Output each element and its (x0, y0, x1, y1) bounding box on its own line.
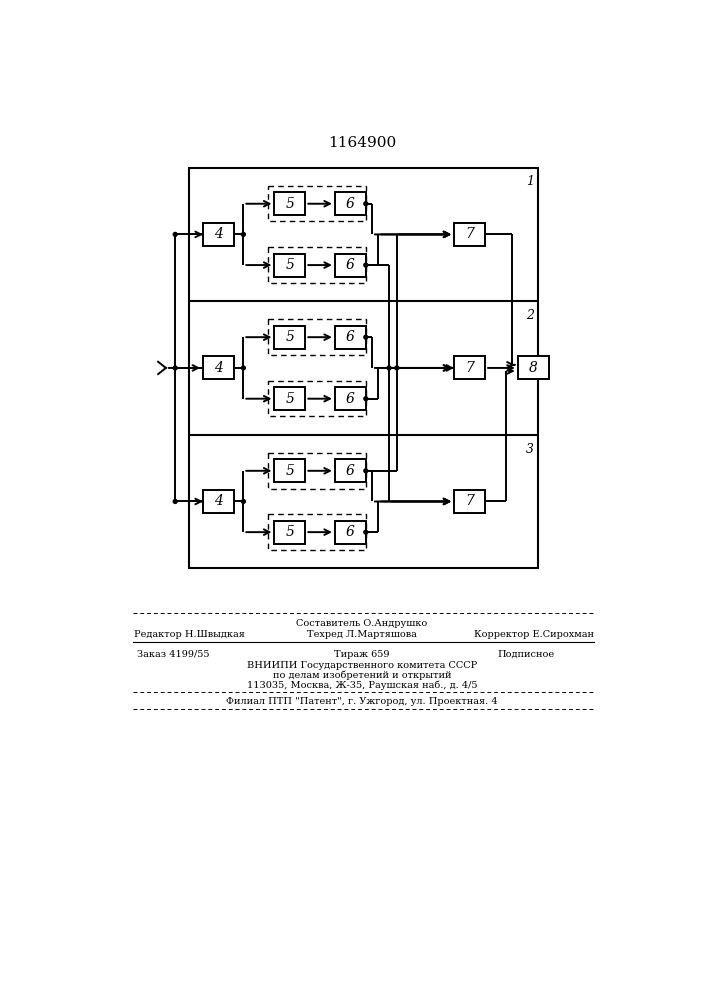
Text: Составитель О.Андрушко: Составитель О.Андрушко (296, 619, 428, 628)
Text: 6: 6 (346, 330, 355, 344)
Circle shape (364, 263, 368, 267)
Text: 6: 6 (346, 464, 355, 478)
Bar (274, 326, 305, 349)
Circle shape (173, 232, 177, 236)
Bar (335, 521, 366, 544)
Circle shape (364, 530, 368, 534)
Bar (454, 490, 485, 513)
Bar (268, 186, 366, 221)
Circle shape (241, 232, 245, 236)
Bar (268, 453, 366, 489)
Text: Подписное: Подписное (498, 650, 555, 659)
Bar (454, 223, 485, 246)
Text: 4: 4 (214, 494, 223, 508)
Bar (274, 521, 305, 544)
Text: Техред Л.Мартяшова: Техред Л.Мартяшова (307, 630, 417, 639)
Bar (268, 319, 366, 355)
Text: Тираж 659: Тираж 659 (334, 650, 390, 659)
Text: 6: 6 (346, 258, 355, 272)
Text: 4: 4 (214, 227, 223, 241)
Text: Заказ 4199/55: Заказ 4199/55 (137, 650, 210, 659)
Text: 113035, Москва, Ж-35, Раушская наб., д. 4/5: 113035, Москва, Ж-35, Раушская наб., д. … (247, 681, 477, 690)
Text: 6: 6 (346, 525, 355, 539)
Text: 5: 5 (286, 392, 294, 406)
Text: 5: 5 (286, 197, 294, 211)
Text: 2: 2 (526, 309, 534, 322)
Circle shape (387, 366, 391, 370)
Text: 7: 7 (465, 361, 474, 375)
Text: 7: 7 (465, 494, 474, 508)
Bar (335, 459, 366, 482)
Bar (274, 459, 305, 482)
Text: 3: 3 (526, 443, 534, 456)
Bar (335, 254, 366, 277)
Circle shape (241, 366, 245, 370)
Text: 1: 1 (526, 175, 534, 188)
Text: Филиал ПТП "Патент", г. Ужгород, ул. Проектная. 4: Филиал ПТП "Патент", г. Ужгород, ул. Про… (226, 698, 498, 706)
Text: Корректор Е.Сирохман: Корректор Е.Сирохман (474, 630, 594, 639)
Circle shape (395, 366, 399, 370)
Circle shape (173, 500, 177, 503)
Text: 4: 4 (214, 361, 223, 375)
Bar (268, 381, 366, 416)
Text: ВНИИПИ Государственного комитета СССР: ВНИИПИ Государственного комитета СССР (247, 661, 477, 670)
Bar (335, 192, 366, 215)
Bar (268, 247, 366, 283)
Bar (274, 192, 305, 215)
Bar (268, 514, 366, 550)
Circle shape (173, 366, 177, 370)
Bar (274, 387, 305, 410)
Circle shape (364, 202, 368, 206)
Bar (335, 387, 366, 410)
Circle shape (364, 469, 368, 473)
Text: 1164900: 1164900 (328, 136, 396, 150)
Text: по делам изобретений и открытий: по делам изобретений и открытий (273, 671, 451, 680)
Text: 8: 8 (529, 361, 537, 375)
Bar (203, 356, 234, 379)
Bar (203, 490, 234, 513)
Text: 7: 7 (465, 227, 474, 241)
Bar (274, 254, 305, 277)
Text: 5: 5 (286, 330, 294, 344)
Text: 6: 6 (346, 392, 355, 406)
Bar (189, 168, 538, 568)
Bar (518, 356, 549, 379)
Bar (454, 356, 485, 379)
Bar (203, 223, 234, 246)
Text: Редактор Н.Швыдкая: Редактор Н.Швыдкая (134, 630, 245, 639)
Text: 6: 6 (346, 197, 355, 211)
Text: 5: 5 (286, 464, 294, 478)
Text: 5: 5 (286, 525, 294, 539)
Circle shape (241, 500, 245, 503)
Bar (335, 326, 366, 349)
Circle shape (364, 397, 368, 401)
Text: 5: 5 (286, 258, 294, 272)
Circle shape (364, 335, 368, 339)
